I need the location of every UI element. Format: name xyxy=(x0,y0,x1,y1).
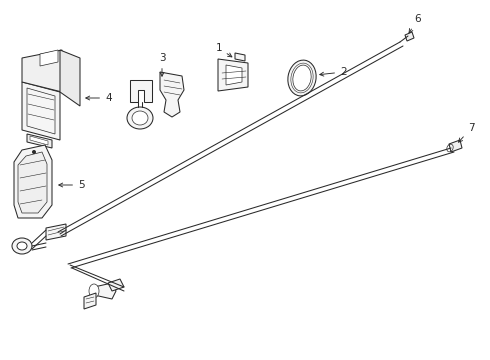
Polygon shape xyxy=(14,145,52,218)
Polygon shape xyxy=(22,50,62,92)
Polygon shape xyxy=(84,293,96,309)
Ellipse shape xyxy=(12,238,32,254)
Polygon shape xyxy=(130,80,152,102)
Polygon shape xyxy=(405,32,414,41)
Polygon shape xyxy=(235,53,245,61)
Circle shape xyxy=(32,150,36,154)
Polygon shape xyxy=(108,279,124,291)
Ellipse shape xyxy=(293,65,311,91)
Ellipse shape xyxy=(17,242,27,250)
Text: 7: 7 xyxy=(459,123,475,142)
Polygon shape xyxy=(46,224,66,240)
Ellipse shape xyxy=(89,284,99,298)
Polygon shape xyxy=(22,82,60,140)
Polygon shape xyxy=(60,50,80,106)
Polygon shape xyxy=(218,59,248,91)
Polygon shape xyxy=(94,283,116,299)
Polygon shape xyxy=(18,152,47,213)
Polygon shape xyxy=(27,88,55,134)
Text: 4: 4 xyxy=(86,93,112,103)
Polygon shape xyxy=(40,50,58,66)
Text: 2: 2 xyxy=(320,67,346,77)
Ellipse shape xyxy=(132,111,148,125)
Polygon shape xyxy=(226,65,242,85)
Polygon shape xyxy=(449,140,462,152)
Polygon shape xyxy=(160,72,184,117)
Ellipse shape xyxy=(127,107,153,129)
Polygon shape xyxy=(30,136,48,145)
Polygon shape xyxy=(27,134,52,148)
Text: 3: 3 xyxy=(159,53,165,76)
Text: 1: 1 xyxy=(216,43,232,57)
Text: 6: 6 xyxy=(409,14,421,33)
Text: 5: 5 xyxy=(59,180,85,190)
Ellipse shape xyxy=(288,60,316,96)
